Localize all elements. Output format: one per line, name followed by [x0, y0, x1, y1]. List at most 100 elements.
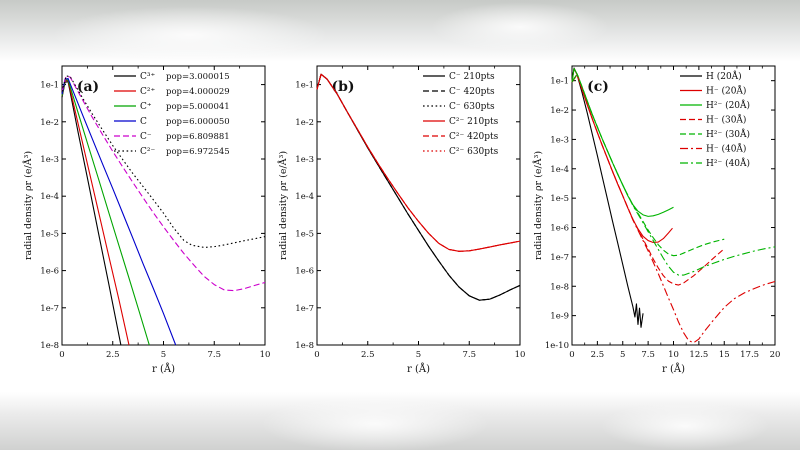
x-tick-label: 5 [416, 350, 421, 360]
y-tick-label: 1e-1 [550, 77, 569, 87]
top-gray-band [0, 0, 800, 64]
panel-a-chart: 1e-1 1e-2 1e-3 1e-4 1e-5 1e-6 1e-7 1e-80 2.5 5 7.5… [22, 65, 270, 375]
panel-label: (c) [587, 79, 609, 95]
y-tick-label: 1e-8 [550, 282, 569, 292]
legend-label: C²⁻ [140, 147, 155, 157]
legend-label: C⁻ [140, 132, 152, 142]
y-tick-label: 1e-5 [40, 229, 59, 239]
y-tick-label: 1e-6 [550, 224, 569, 234]
legend-label: H²⁻ (40Å) [706, 157, 750, 169]
legend-label: H⁻ (40Å) [706, 143, 746, 155]
panel-label: (a) [77, 79, 99, 95]
legend-entry: H⁻ (40Å) [680, 143, 746, 155]
legend-label: C⁻ 630pts [449, 102, 495, 112]
legend-label: C²⁻ 420pts [449, 132, 499, 142]
x-tick-label: 5 [161, 350, 166, 360]
y-axis: 1e-1 1e-2 1e-3 1e-4 1e-5 1e-6 1e-7 1e-8 1e-9 1e-1… [545, 77, 775, 351]
series-5-line [316, 73, 521, 252]
series-group [61, 75, 266, 346]
y-tick-label: 1e-3 [40, 155, 59, 165]
legend: C⁻ 210pts C⁻ 420pts C⁻ 630pts C²⁻ 210pts C²⁻… [423, 72, 499, 157]
series-3-line [316, 73, 521, 252]
x-tick-label: 2.5 [361, 350, 375, 360]
x-tick-label: 12.5 [689, 350, 708, 360]
legend: H (20Å) H⁻ (20Å) H²⁻ (20Å) H⁻ (30Å) H²⁻ (30Å… [680, 70, 750, 169]
series-3-line [571, 74, 725, 286]
x-axis-title: r (Å) [662, 363, 685, 375]
series-group [316, 73, 521, 301]
legend-entry: H²⁻ (40Å) [680, 157, 750, 169]
y-tick-label: 1e-3 [550, 135, 569, 145]
legend-entry: C²⁻ pop=6.972545 [114, 147, 230, 157]
panel-label: (b) [331, 79, 354, 95]
y-axis: 1e-1 1e-2 1e-3 1e-4 1e-5 1e-6 1e-7 1e-8 [295, 81, 520, 351]
series-4-line [571, 73, 725, 257]
legend-entry: C⁻ 210pts [423, 72, 495, 82]
y-tick-label: 1e-2 [295, 118, 314, 128]
x-axis: 0 2.5 5 7.5 10 [314, 66, 525, 360]
x-tick-label: 7.5 [207, 350, 221, 360]
y-tick-label: 1e-8 [40, 341, 59, 351]
y-axis: 1e-1 1e-2 1e-3 1e-4 1e-5 1e-6 1e-7 1e-8 [40, 81, 265, 351]
legend-entry: H²⁻ (20Å) [680, 99, 750, 111]
y-tick-label: 1e-7 [40, 304, 59, 314]
bottom-gray-band [0, 392, 800, 450]
y-tick-label: 1e-5 [295, 229, 314, 239]
series-4-line [61, 75, 266, 292]
x-tick-label: 10 [260, 350, 270, 360]
x-tick-label: 0 [59, 350, 64, 360]
panel-c-chart: 1e-1 1e-2 1e-3 1e-4 1e-5 1e-6 1e-7 1e-8 1e-9 1e-1… [532, 65, 780, 375]
y-tick-label: 1e-2 [550, 106, 569, 116]
legend-label: C²⁻ 630pts [449, 147, 499, 157]
y-tick-label: 1e-2 [40, 118, 59, 128]
series-0-line [571, 67, 644, 328]
panel-b-chart: 1e-1 1e-2 1e-3 1e-4 1e-5 1e-6 1e-7 1e-80 2.5 5 7.5… [277, 65, 525, 375]
legend-entry: C⁻ pop=6.809881 [114, 132, 230, 142]
x-axis: 0 2.5 5 7.5 10 12.5 15 17.5 20 [569, 66, 780, 360]
decorative-highlight [600, 402, 770, 450]
y-tick-label: 1e-7 [295, 304, 314, 314]
y-tick-label: 1e-4 [550, 165, 569, 175]
x-tick-label: 2.5 [591, 350, 605, 360]
y-tick-label: 1e-10 [545, 341, 569, 351]
legend-entry: C⁻ 420pts [423, 87, 495, 97]
y-tick-label: 1e-6 [40, 267, 59, 277]
x-tick-label: 7.5 [462, 350, 476, 360]
legend-entry: H (20Å) [680, 70, 742, 82]
x-axis: 0 2.5 5 7.5 10 [59, 66, 270, 360]
y-axis-title: radial density ρr (e/Å³) [532, 151, 544, 260]
series-0-line [61, 81, 122, 346]
legend-entry: C²⁻ 630pts [423, 147, 499, 157]
y-tick-label: 1e-1 [295, 81, 314, 91]
legend-value: pop=4.000029 [166, 87, 230, 97]
decorative-highlight [50, 6, 330, 64]
legend-entry: C³⁺ pop=3.000015 [114, 72, 230, 82]
series-6-line [571, 73, 776, 276]
legend-label: C⁻ 420pts [449, 87, 495, 97]
y-tick-label: 1e-3 [295, 155, 314, 165]
legend-entry: C²⁻ 420pts [423, 132, 499, 142]
y-tick-label: 1e-7 [550, 253, 569, 263]
legend-value: pop=6.000050 [166, 117, 230, 127]
legend-label: H⁻ (30Å) [706, 114, 746, 126]
x-tick-label: 10 [515, 350, 525, 360]
legend-entry: C⁺ pop=5.000041 [114, 102, 230, 112]
legend-entry: C²⁻ 210pts [423, 117, 499, 127]
series-group [571, 67, 776, 344]
series-3-line [61, 78, 177, 346]
x-tick-label: 20 [770, 350, 780, 360]
y-tick-label: 1e-6 [295, 267, 314, 277]
legend-label: H (20Å) [706, 70, 742, 82]
legend-label: C⁺ [140, 102, 152, 112]
y-tick-label: 1e-5 [550, 194, 569, 204]
legend-label: C³⁺ [140, 72, 155, 82]
y-tick-label: 1e-4 [295, 192, 314, 202]
x-tick-label: 17.5 [740, 350, 759, 360]
series-5-line [571, 74, 776, 344]
x-axis-title: r (Å) [407, 363, 430, 375]
y-tick-label: 1e-1 [40, 81, 59, 91]
legend-value: pop=3.000015 [166, 72, 230, 82]
legend-label: C [140, 117, 147, 127]
y-axis-title: radial density ρr (e/Å³) [22, 151, 34, 260]
